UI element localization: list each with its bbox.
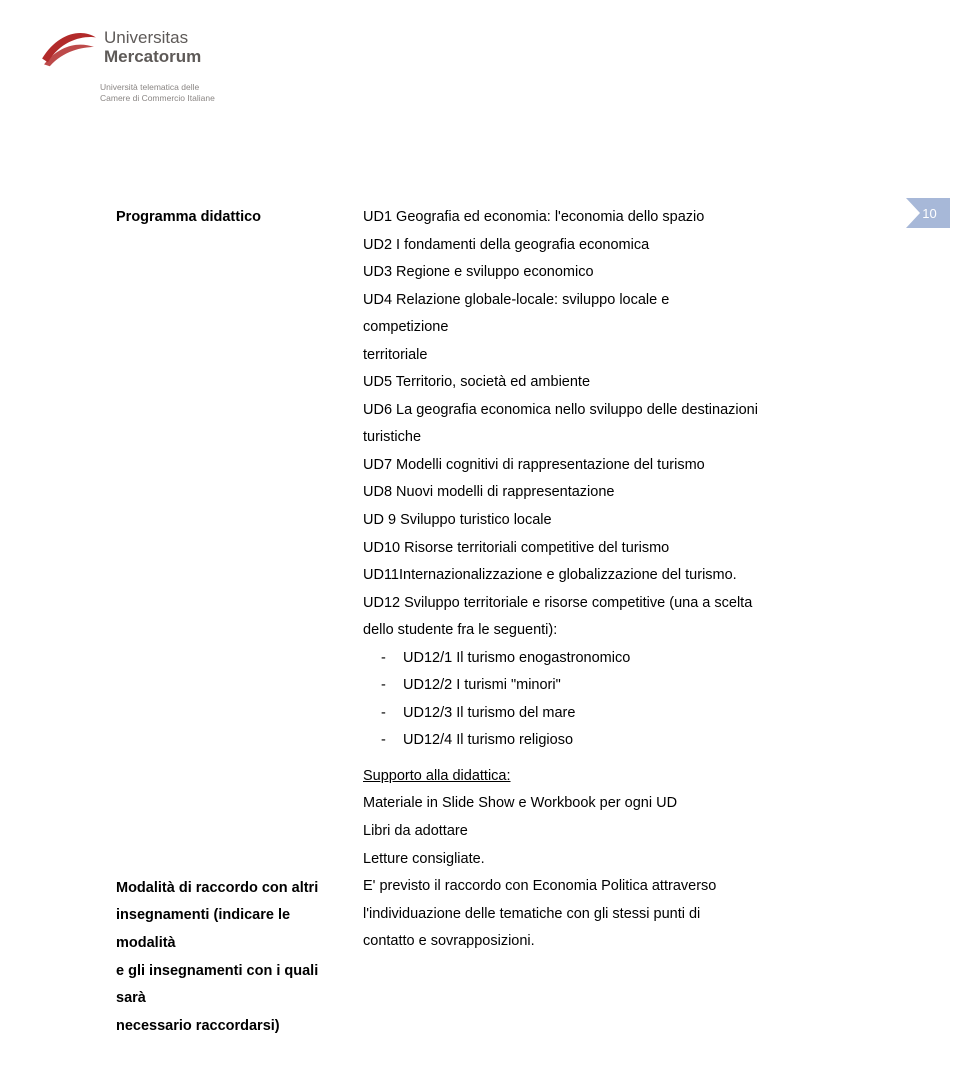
logo-subtitle: Università telematica delle Camere di Co… — [100, 82, 215, 104]
table-row: Programma didattico UD1 Geografia ed eco… — [110, 200, 888, 759]
supporto-line: Materiale in Slide Show e Workbook per o… — [363, 790, 882, 818]
logo-sub2: Camere di Commercio Italiane — [100, 93, 215, 104]
ud-line: UD3 Regione e sviluppo economico — [363, 259, 882, 287]
ud-line: territoriale — [363, 342, 882, 370]
row2-label-line: e gli insegnamenti con i quali sarà — [116, 958, 351, 1013]
ud-line: UD6 La geografia economica nello svilupp… — [363, 397, 882, 425]
ud-line: UD 9 Sviluppo turistico locale — [363, 507, 882, 535]
logo-row: Universitas Mercatorum — [40, 24, 215, 72]
ud-line: UD12 Sviluppo territoriale e risorse com… — [363, 590, 882, 618]
content-table: Programma didattico UD1 Geografia ed eco… — [110, 200, 888, 1044]
supporto-title: Supporto alla didattica: — [363, 763, 882, 791]
row2-label: Modalità di raccordo con altri insegname… — [110, 759, 357, 1044]
logo-sub1: Università telematica delle — [100, 82, 215, 93]
ud-line: UD10 Risorse territoriali competitive de… — [363, 535, 882, 563]
row1-label: Programma didattico — [110, 200, 357, 759]
ud-line: UD5 Territorio, società ed ambiente — [363, 369, 882, 397]
ud-line: UD7 Modelli cognitivi di rappresentazion… — [363, 452, 882, 480]
page-number: 10 — [919, 206, 936, 221]
raccordo-line: E' previsto il raccordo con Economia Pol… — [363, 873, 882, 901]
ud-line: turistiche — [363, 424, 882, 452]
raccordo-line: contatto e sovrapposizioni. — [363, 928, 882, 956]
supporto-line: Letture consigliate. — [363, 846, 882, 874]
ud-line: UD4 Relazione globale-locale: sviluppo l… — [363, 287, 882, 315]
label-spacer — [116, 763, 351, 875]
logo-block: Universitas Mercatorum Università telema… — [40, 24, 215, 104]
ud-line: competizione — [363, 314, 882, 342]
page: Universitas Mercatorum Università telema… — [0, 0, 960, 1084]
logo-line2: Mercatorum — [104, 47, 201, 67]
logo-swoosh-icon — [40, 24, 98, 72]
row2-label-line: necessario raccordarsi) — [116, 1013, 351, 1041]
raccordo-line: l'individuazione delle tematiche con gli… — [363, 901, 882, 929]
ud-line: UD11Internazionalizzazione e globalizzaz… — [363, 562, 882, 590]
list-item: UD12/4 Il turismo religioso — [403, 727, 882, 755]
logo-line1: Universitas — [104, 29, 201, 47]
table-row: Modalità di raccordo con altri insegname… — [110, 759, 888, 1044]
list-item: UD12/3 Il turismo del mare — [403, 700, 882, 728]
ud-line: UD2 I fondamenti della geografia economi… — [363, 232, 882, 260]
ud-line: UD1 Geografia ed economia: l'economia de… — [363, 204, 882, 232]
ud12-list: UD12/1 Il turismo enogastronomico UD12/2… — [363, 645, 882, 755]
page-number-badge: 10 — [906, 198, 950, 228]
row2-content: Supporto alla didattica: Materiale in Sl… — [357, 759, 888, 1044]
ud-line: dello studente fra le seguenti): — [363, 617, 882, 645]
logo-text: Universitas Mercatorum — [104, 29, 201, 67]
supporto-line: Libri da adottare — [363, 818, 882, 846]
row2-label-line: insegnamenti (indicare le modalità — [116, 902, 351, 957]
row2-label-line: Modalità di raccordo con altri — [116, 875, 351, 903]
ud-line: UD8 Nuovi modelli di rappresentazione — [363, 479, 882, 507]
list-item: UD12/1 Il turismo enogastronomico — [403, 645, 882, 673]
list-item: UD12/2 I turismi "minori" — [403, 672, 882, 700]
row1-content: UD1 Geografia ed economia: l'economia de… — [357, 200, 888, 759]
